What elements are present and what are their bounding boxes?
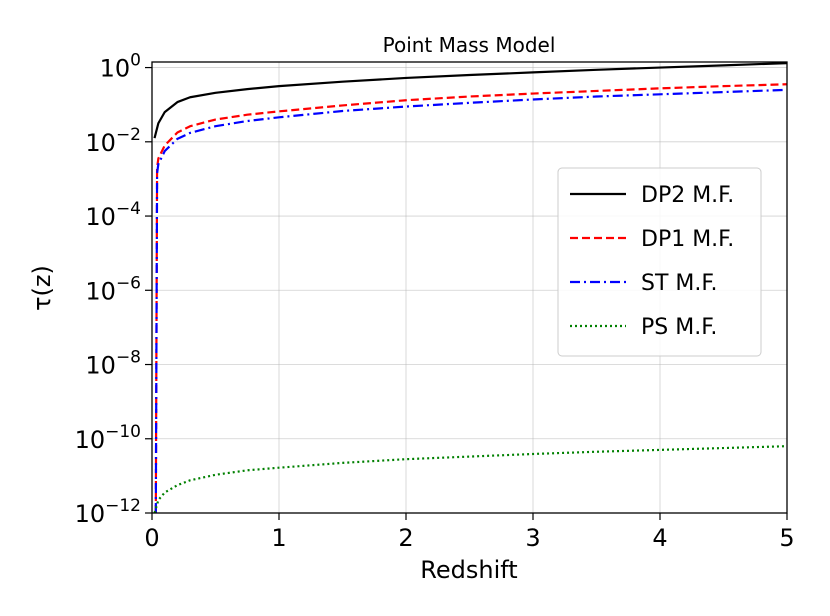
series-line-4 xyxy=(153,445,788,514)
y-tick-base: 10 xyxy=(85,352,116,380)
legend-label-3: ST M.F. xyxy=(641,271,717,296)
y-tick-exponent: −4 xyxy=(116,199,141,219)
x-tick-label: 1 xyxy=(271,524,286,552)
x-tick-label: 5 xyxy=(779,524,794,552)
x-tick-label: 4 xyxy=(652,524,667,552)
y-tick-exponent: −10 xyxy=(105,422,141,442)
x-tick-label: 3 xyxy=(525,524,540,552)
y-tick-base: 10 xyxy=(75,426,106,454)
y-tick-exponent: −2 xyxy=(116,125,141,145)
legend: DP2 M.F. DP1 M.F. ST M.F. PS M.F. xyxy=(557,167,762,357)
y-axis-label: τ(z) xyxy=(28,265,56,311)
y-tick-base: 10 xyxy=(100,55,131,83)
y-tick-base: 10 xyxy=(75,500,106,528)
y-tick-exponent: −12 xyxy=(105,496,141,516)
x-axis-label: Redshift xyxy=(420,556,517,584)
y-tick-base: 10 xyxy=(85,203,116,231)
series-line-3 xyxy=(154,88,788,514)
y-tick-exponent: −8 xyxy=(116,348,141,368)
y-tick-label: 10−4 xyxy=(85,199,141,231)
legend-label-2: DP1 M.F. xyxy=(641,227,734,252)
y-tick-exponent: −6 xyxy=(116,273,141,293)
y-tick-exponent: 0 xyxy=(130,51,141,71)
y-tick-base: 10 xyxy=(85,277,116,305)
series-line-2 xyxy=(154,83,788,514)
series-layer xyxy=(153,62,788,514)
y-tick-label: 10−10 xyxy=(75,422,141,454)
legend-label-1: DP2 M.F. xyxy=(641,183,734,208)
legend-box xyxy=(557,167,762,357)
y-tick-label: 10−6 xyxy=(85,273,141,305)
x-tick-label: 2 xyxy=(398,524,413,552)
y-tick-label: 100 xyxy=(100,51,141,83)
series-line-1 xyxy=(153,62,788,139)
plot-frame xyxy=(151,61,788,514)
x-tick-label: 0 xyxy=(144,524,159,552)
chart-title: Point Mass Model xyxy=(383,33,556,57)
y-tick-base: 10 xyxy=(85,129,116,157)
y-tick-label: 10−2 xyxy=(85,125,141,157)
y-tick-label: 10−12 xyxy=(75,496,141,528)
legend-label-4: PS M.F. xyxy=(641,315,717,340)
y-tick-label: 10−8 xyxy=(85,348,141,380)
